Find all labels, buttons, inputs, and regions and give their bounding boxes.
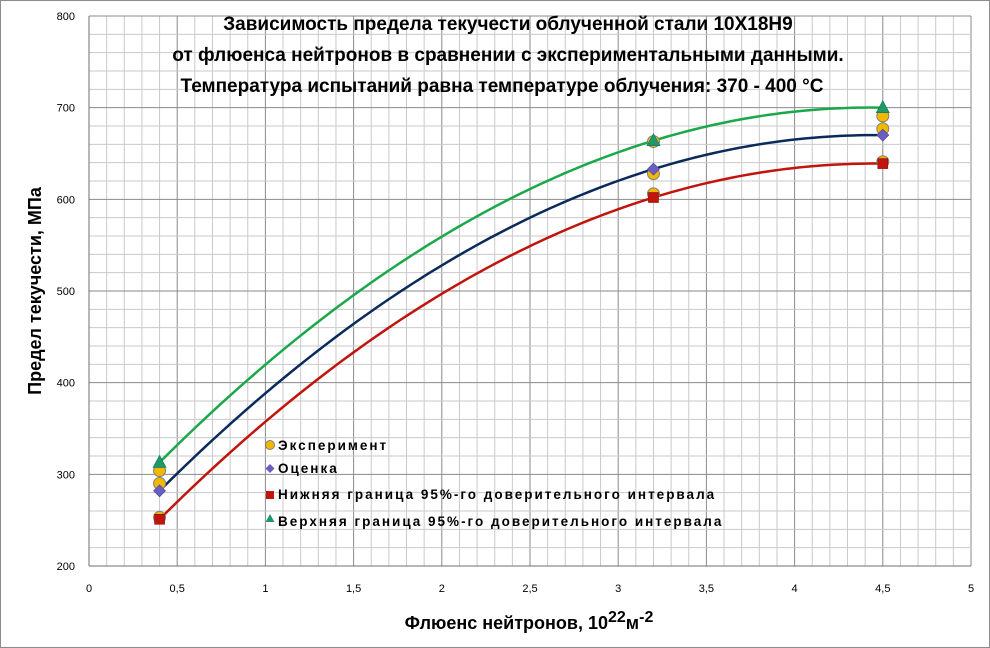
- y-tick-label: 400: [57, 378, 75, 390]
- fit-curves: [158, 106, 883, 521]
- estimate-point: [153, 484, 166, 498]
- estimate-point: [876, 128, 890, 142]
- legend-label: Верхняя граница 95%-го доверительного ин…: [278, 514, 723, 529]
- x-tick-label: 2: [439, 583, 445, 595]
- legend-item-estimate: Оценка: [265, 461, 339, 476]
- x-axis-label-main: Флюенс нейтронов, 10: [405, 613, 608, 633]
- legend-item-upper-bound: Верхняя граница 95%-го доверительного ин…: [265, 514, 723, 529]
- fit-curve: [158, 162, 883, 521]
- x-tick-label: 4: [792, 583, 798, 595]
- legend-label: Нижняя граница 95%-го доверительного инт…: [278, 487, 716, 502]
- chart-title-line-2: от флюенса нейтронов в сравнении с экспе…: [172, 45, 843, 66]
- lower-bound-point: [648, 192, 659, 203]
- fit-curve: [158, 106, 883, 464]
- x-tick-label: 0: [86, 583, 92, 595]
- legend-marker-circle: [265, 440, 275, 450]
- y-tick-label: 600: [57, 194, 75, 206]
- x-axis-label: Флюенс нейтронов, 1022м-2: [405, 609, 654, 633]
- x-axis-label-exp1: 22: [608, 609, 626, 626]
- y-tick-label: 500: [57, 286, 75, 298]
- x-tick-label: 3,5: [699, 583, 714, 595]
- data-markers: [152, 100, 890, 525]
- x-axis-label-unit: м: [626, 613, 639, 633]
- legend-item-lower-bound: Нижняя граница 95%-го доверительного инт…: [266, 487, 716, 502]
- legend: Эксперимент Оценка Нижняя граница 95%-го…: [265, 438, 723, 529]
- fit-curve: [158, 133, 883, 492]
- lower-bound-point: [877, 158, 889, 169]
- x-tick-label: 1,5: [346, 583, 361, 595]
- chart-title-line-3: Температура испытаний равна температуре …: [181, 76, 824, 97]
- y-tick-label: 200: [57, 561, 75, 573]
- x-axis-label-exp2: -2: [639, 609, 653, 626]
- legend-marker-square: [266, 491, 274, 499]
- x-tick-label: 1: [262, 583, 268, 595]
- x-tick-label: 2,5: [522, 583, 537, 595]
- x-tick-label: 5: [968, 583, 974, 595]
- upper-bound-point: [646, 133, 661, 146]
- lower-bound-point: [154, 513, 165, 525]
- chart-title-line-1: Зависимость предела текучести облученной…: [223, 14, 792, 35]
- x-tick-label: 4,5: [875, 583, 890, 595]
- y-tick-label: 300: [57, 469, 75, 481]
- legend-marker-diamond: [265, 464, 275, 473]
- y-tick-label: 700: [57, 103, 75, 115]
- x-tick-label: 3: [615, 583, 621, 595]
- legend-marker-triangle: [265, 514, 275, 522]
- grid: [88, 15, 972, 567]
- legend-item-experiment: Эксперимент: [265, 438, 388, 453]
- tick-labels: 0 0,5 1 1,5 2 2,5 3 3,5 4 4,5 5 200 300 400 500 600 700 8…: [57, 11, 974, 595]
- estimate-point: [647, 162, 660, 176]
- x-tick-label: 0,5: [170, 583, 185, 595]
- upper-bound-point: [875, 100, 890, 113]
- y-axis-label: Предел текучести, МПа: [25, 186, 45, 395]
- y-tick-label: 800: [57, 11, 75, 23]
- legend-label: Оценка: [278, 461, 339, 476]
- legend-label: Эксперимент: [278, 438, 388, 453]
- upper-bound-point: [152, 454, 167, 468]
